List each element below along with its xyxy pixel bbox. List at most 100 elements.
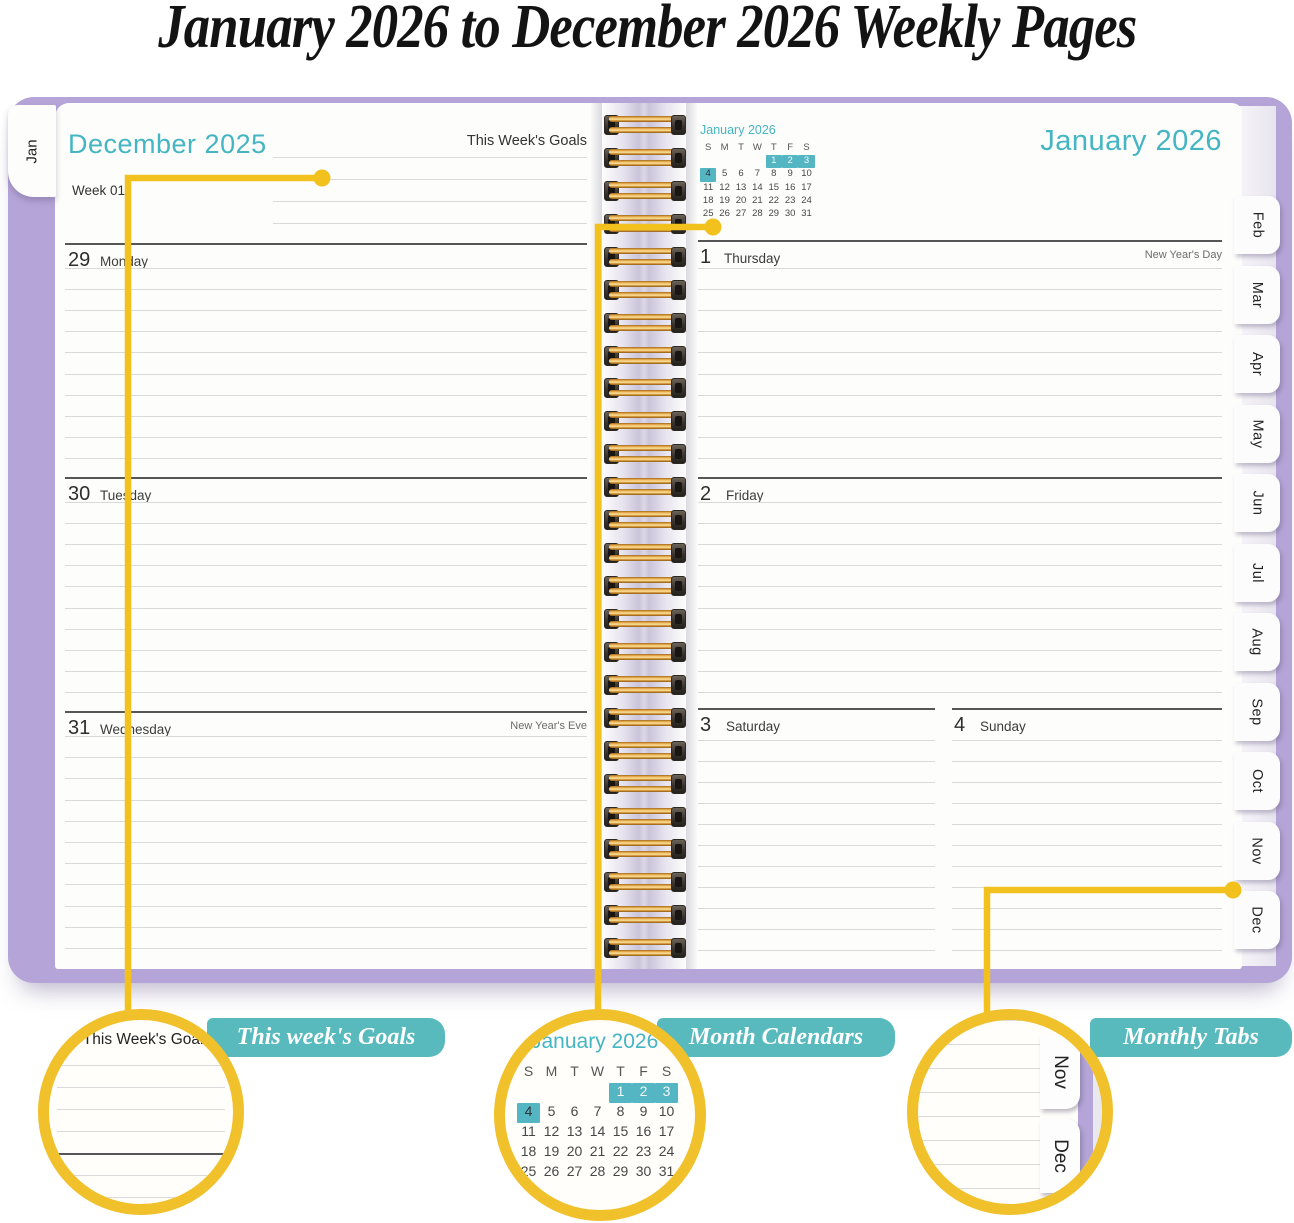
tab-mar[interactable]: Mar [1234, 265, 1280, 324]
ruled-line [952, 866, 1222, 867]
ruled-line [918, 1164, 1040, 1165]
ruled-line [65, 649, 587, 651]
ruled-line [65, 905, 587, 907]
weekday-header: T [570, 1063, 579, 1079]
calendar-day [586, 1083, 609, 1103]
mini-calendar-grid: S M T W T F S 1 2 3 4 5 6 7 8 9 10 11 12 13 14 15 16 17 18 19 20 21… [517, 1063, 678, 1183]
calendar-day: 9 [787, 168, 793, 180]
ruled-line [698, 268, 1222, 269]
day-name: Saturday [726, 719, 781, 734]
weekday-header: T [738, 142, 744, 153]
tab-label: Mar [1248, 281, 1265, 308]
callout-tabs: Nov Dec [918, 1020, 1102, 1204]
tab-label: May [1249, 419, 1265, 448]
ruled-line [698, 803, 935, 804]
weekday-header: M [545, 1063, 558, 1079]
ruled-line [57, 1175, 225, 1176]
ruled-line [65, 884, 587, 886]
ruled-line [952, 929, 1222, 930]
tab-nov[interactable]: Nov [1234, 821, 1280, 880]
calendar-day [517, 1083, 540, 1103]
ruled-line [65, 842, 587, 843]
ruled-line [65, 394, 587, 396]
calendar-day: 23 [784, 194, 796, 206]
tab-feb[interactable]: Feb [1234, 196, 1280, 254]
tab-label: Aug [1249, 628, 1265, 656]
tab-jun[interactable]: Jun [1234, 474, 1280, 532]
calendar-day: 23 [635, 1143, 652, 1159]
tab-apr[interactable]: Apr [1234, 335, 1280, 393]
calendar-day: 24 [801, 194, 812, 206]
ruled-line [698, 331, 1222, 333]
goals-mini-heading: This Week's Goals [82, 1031, 212, 1048]
calendar-day: 1 [609, 1083, 632, 1103]
cover-edge-strip [1078, 1020, 1093, 1204]
goals-heading: This Week's Goals [466, 133, 587, 149]
day-lines-friday [686, 103, 1242, 969]
tab-sep[interactable]: Sep [1234, 682, 1280, 741]
calendar-day: 8 [616, 1103, 625, 1119]
ruled-line [65, 757, 587, 759]
day-number: 29 [68, 249, 91, 271]
week-label: Week 01 [72, 183, 126, 198]
goals-mini-lines [49, 1020, 233, 1204]
day-number: 31 [68, 717, 91, 739]
tab-dec[interactable]: Dec [1234, 891, 1280, 949]
calendar-day: 30 [635, 1163, 652, 1179]
section-divider [65, 477, 587, 479]
cover-edge-backdrop [1093, 1020, 1102, 1204]
ruled-line [65, 310, 587, 312]
tab-jan[interactable]: Jan [8, 105, 56, 197]
ruled-line [65, 736, 587, 737]
calendar-day: 31 [801, 207, 812, 219]
tab-label: Dec [1049, 1139, 1071, 1173]
callout-tab-dec: Dec [1040, 1119, 1080, 1193]
weekday-header: T [616, 1063, 625, 1079]
calendar-day: 19 [719, 194, 730, 206]
calendar-day [563, 1083, 586, 1103]
section-divider [698, 240, 1222, 242]
ruled-line [918, 1140, 1040, 1141]
callout-calendar: January 2026 S M T W T F S 1 2 3 4 5 6 7 8 9 10 11 12 13 14 15… [517, 1030, 678, 1183]
calendar-day: 13 [735, 181, 747, 193]
calendar-day: 14 [752, 181, 763, 193]
tab-oct[interactable]: Oct [1234, 752, 1280, 810]
ruled-line [698, 502, 1222, 503]
calendar-day: 31 [658, 1163, 675, 1179]
tab-page-lines [918, 1020, 1102, 1204]
weekday-header: S [523, 1063, 534, 1079]
ruled-line [918, 1092, 1040, 1093]
day-name: Friday [726, 488, 764, 503]
calendar-day: 29 [612, 1163, 629, 1179]
tab-jul[interactable]: Jul [1234, 543, 1280, 602]
ruled-line [65, 691, 587, 693]
ruled-line [65, 457, 587, 459]
ruled-line [65, 820, 587, 822]
tab-may[interactable]: May [1234, 404, 1280, 463]
ruled-line [698, 436, 1222, 438]
ruled-line [698, 415, 1222, 417]
calendar-day: 6 [738, 168, 744, 180]
ruled-line [698, 887, 935, 888]
calendar-day: 5 [547, 1103, 556, 1119]
calendar-day: 12 [543, 1123, 560, 1139]
callout-circle-goals: This Week's Goals [38, 1009, 244, 1215]
ruled-line [952, 782, 1222, 783]
ruled-line [273, 223, 587, 224]
ruled-line [952, 845, 1222, 846]
day-lines-sunday [686, 103, 1242, 969]
calendar-day: 12 [719, 181, 730, 193]
ruled-line [952, 950, 1222, 951]
ruled-line [918, 1044, 1040, 1045]
day-name: Sunday [980, 719, 1026, 734]
calendar-day: 26 [719, 207, 730, 219]
tab-aug[interactable]: Aug [1234, 613, 1280, 671]
ruled-line [698, 586, 1222, 588]
left-month-title: December 2025 [68, 129, 267, 159]
ruled-line [57, 1131, 225, 1132]
ruled-line [698, 950, 935, 951]
goal-lines [55, 103, 602, 969]
tab-label: Dec [1248, 906, 1265, 934]
ruled-line [698, 373, 1222, 375]
day-lines-thursday [686, 103, 1242, 969]
